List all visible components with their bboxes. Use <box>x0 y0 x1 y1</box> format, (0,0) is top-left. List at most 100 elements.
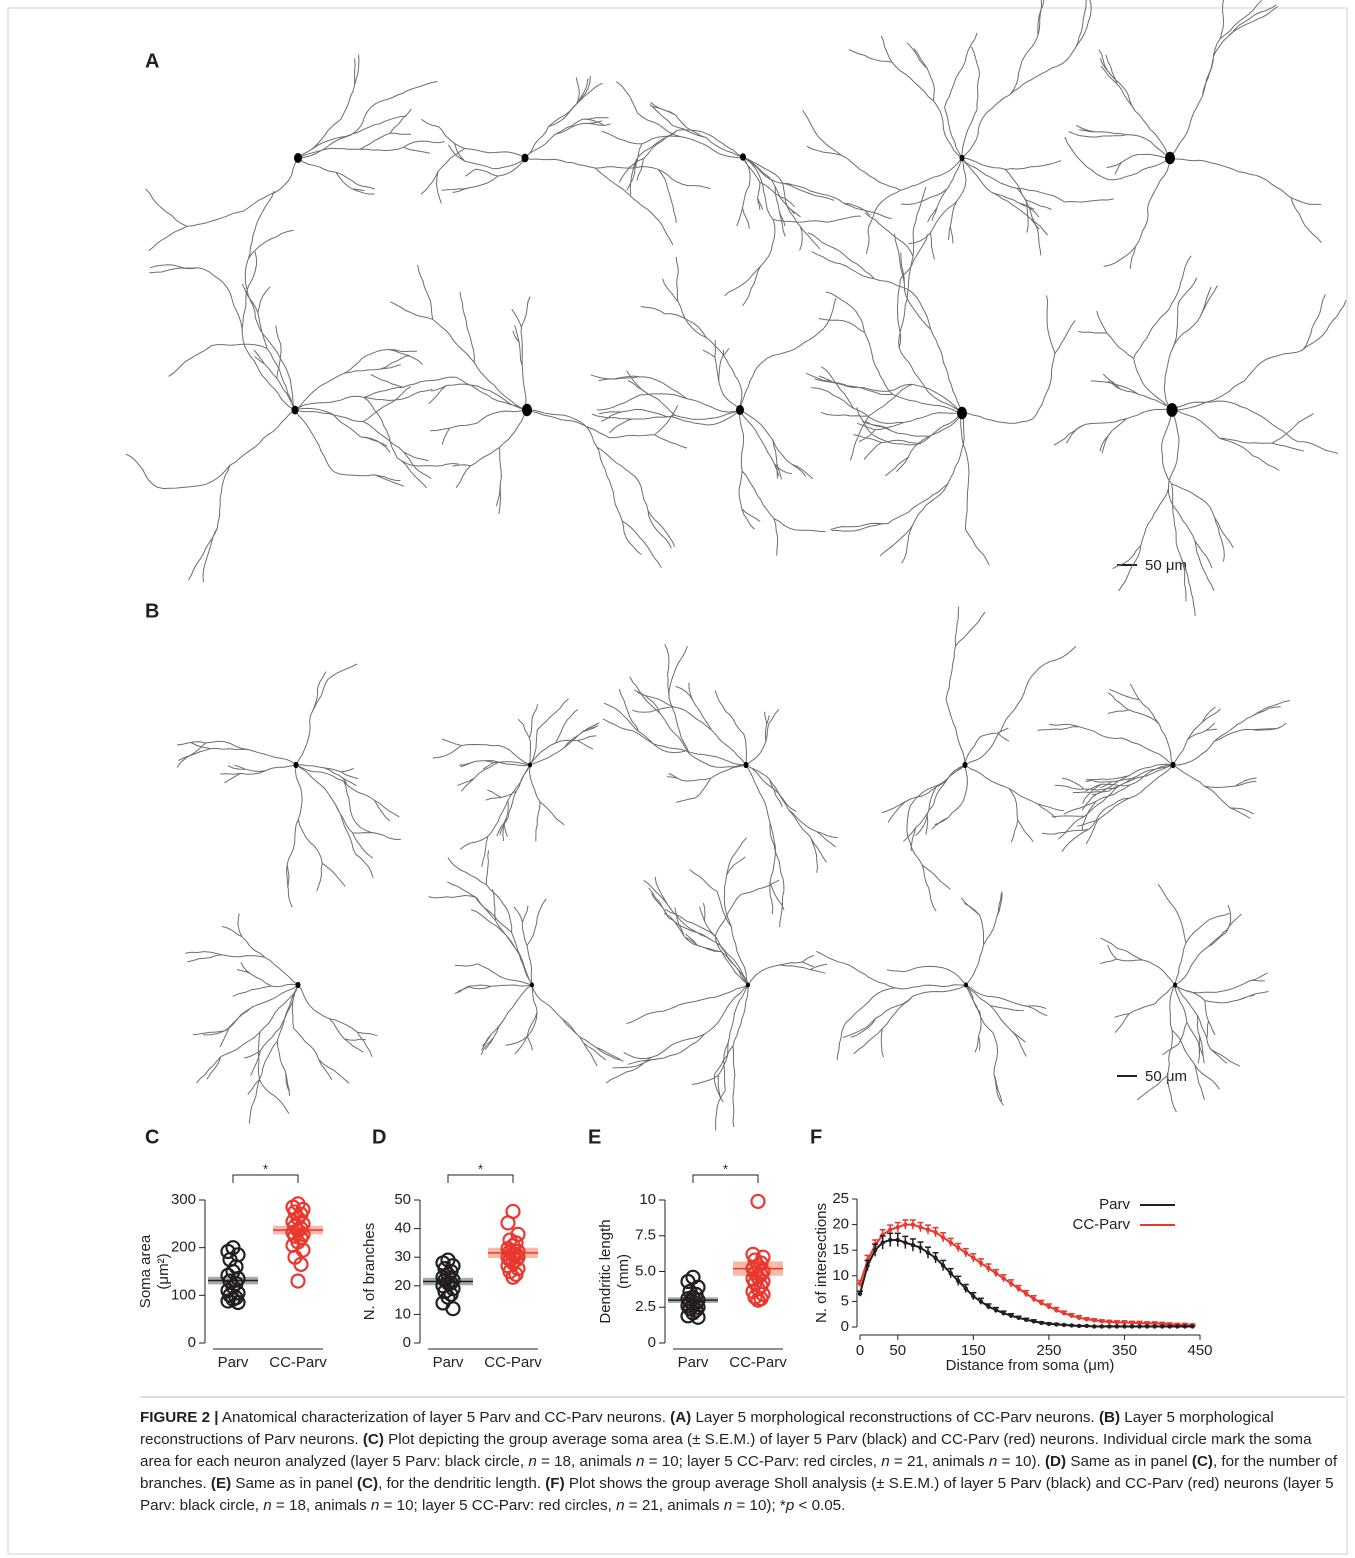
y-axis-label: Soma area <box>137 1234 154 1308</box>
caption-text: n <box>724 1497 732 1514</box>
x-tick-label: Parv <box>678 1354 709 1371</box>
legend-label: Parv <box>1099 1196 1130 1213</box>
data-point <box>1001 1276 1005 1280</box>
caption-text: , for the dendritic length. <box>378 1475 545 1492</box>
caption-text: (D) <box>1045 1453 1066 1470</box>
caption-text: (B) <box>1099 1409 1120 1426</box>
y-tick-label: 5.0 <box>635 1262 656 1279</box>
panel-label: D <box>372 1126 386 1148</box>
data-point <box>948 1271 952 1275</box>
data-point <box>964 1251 968 1255</box>
x-tick-label: CC-Parv <box>729 1354 787 1371</box>
caption-text: Anatomical characterization of layer 5 P… <box>219 1409 671 1426</box>
dendrite <box>421 76 710 245</box>
y-tick-label: 0 <box>841 1318 849 1335</box>
data-point <box>1160 1324 1164 1328</box>
y-tick-label: 100 <box>171 1286 196 1303</box>
data-point <box>933 1230 937 1234</box>
data-point <box>911 1243 915 1247</box>
dendrite <box>803 0 1114 259</box>
caption-text: Same as in panel <box>1066 1453 1192 1470</box>
data-point <box>1069 1314 1073 1318</box>
data-point <box>1032 1297 1036 1301</box>
data-point <box>1107 1320 1111 1324</box>
y-tick-label: 2.5 <box>635 1298 656 1315</box>
data-point <box>1047 1322 1051 1326</box>
data-point <box>979 1299 983 1303</box>
x-tick-label: CC-Parv <box>269 1354 327 1371</box>
x-tick-label: CC-Parv <box>484 1354 542 1371</box>
y-tick-label: 25 <box>832 1190 849 1207</box>
caption-text: (A) <box>670 1409 691 1426</box>
data-point <box>956 1245 960 1249</box>
caption-text: = 18, animals <box>272 1497 371 1514</box>
y-tick-label: 10 <box>639 1191 656 1208</box>
panel-label: E <box>588 1126 601 1148</box>
data-point <box>858 1292 862 1296</box>
soma <box>292 406 299 415</box>
data-point <box>888 1228 892 1232</box>
data-point <box>1077 1316 1081 1320</box>
x-tick-label: 350 <box>1112 1342 1137 1359</box>
significance-label: * <box>478 1161 483 1176</box>
caption-text: Layer 5 morphological reconstructions of… <box>691 1409 1099 1426</box>
caption-text: (C) <box>1192 1453 1213 1470</box>
y-tick-label: 20 <box>832 1216 849 1233</box>
data-point <box>1145 1324 1149 1328</box>
x-tick-label: 50 <box>889 1342 906 1359</box>
soma <box>294 762 299 768</box>
dendrite <box>177 664 401 907</box>
soma <box>964 983 968 988</box>
y-tick-label: 10 <box>394 1305 411 1322</box>
soma <box>1173 983 1177 988</box>
data-point <box>986 1304 990 1308</box>
panel-label: C <box>145 1126 159 1148</box>
data-point <box>1152 1324 1156 1328</box>
dendrite <box>806 187 1075 565</box>
dendrite <box>591 257 837 556</box>
data-point <box>903 1240 907 1244</box>
y-tick-label: 0 <box>648 1334 656 1351</box>
y-tick-label: 10 <box>832 1267 849 1284</box>
data-point <box>1016 1286 1020 1290</box>
x-tick-label: Parv <box>433 1354 464 1371</box>
soma <box>522 154 529 163</box>
x-tick-label: 450 <box>1187 1342 1212 1359</box>
data-point <box>896 1238 900 1242</box>
data-point <box>1077 1324 1081 1328</box>
soma <box>522 404 532 417</box>
caption-text: = 21, animals <box>890 1453 989 1470</box>
soma <box>963 762 968 768</box>
data-point <box>994 1308 998 1312</box>
data-point <box>918 1225 922 1229</box>
caption-text: < 0.05. <box>794 1497 845 1514</box>
caption-text: n <box>528 1453 536 1470</box>
data-point <box>1039 1301 1043 1305</box>
data-point <box>926 1228 930 1232</box>
soma <box>528 763 532 768</box>
data-point <box>1122 1320 1126 1324</box>
dendrite <box>1065 0 1321 269</box>
data-point <box>1092 1324 1096 1328</box>
data-point <box>1062 1311 1066 1315</box>
figure-page: A B 50 μm 50 μm C0100200300Soma area(μm²… <box>0 0 1355 1558</box>
data-point <box>918 1245 922 1249</box>
caption-text: Same as in panel <box>231 1475 357 1492</box>
dendrite <box>1038 684 1290 852</box>
data-point <box>1054 1322 1058 1326</box>
caption-text: = 18, animals <box>537 1453 636 1470</box>
data-point <box>994 1271 998 1275</box>
caption-text: (C) <box>357 1475 378 1492</box>
legend-label: CC-Parv <box>1072 1216 1130 1233</box>
data-point <box>971 1256 975 1260</box>
y-axis-label: (mm) <box>615 1254 632 1289</box>
y-tick-label: 5 <box>841 1292 849 1309</box>
caption-text: (F) <box>545 1475 564 1492</box>
series-line <box>860 1225 1192 1326</box>
caption-text: n <box>263 1497 271 1514</box>
data-point <box>986 1266 990 1270</box>
data-point <box>873 1248 877 1252</box>
data-point <box>933 1256 937 1260</box>
dendrite <box>126 191 459 582</box>
dendrite <box>146 55 445 251</box>
